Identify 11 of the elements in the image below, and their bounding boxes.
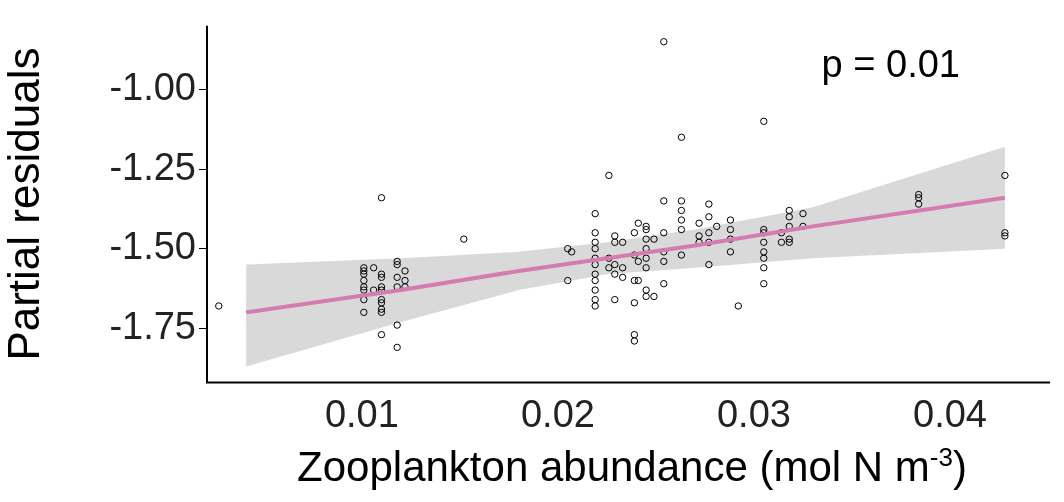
- y-tick-label: -1.50: [109, 225, 196, 268]
- annotation: p = 0.01: [821, 43, 960, 86]
- x-tick-label: 0.01: [324, 392, 399, 435]
- x-tick-label: 0.03: [716, 392, 791, 435]
- y-tick-label: -1.00: [109, 65, 196, 108]
- y-axis-title: Partial residuals: [0, 47, 48, 361]
- x-tick-label: 0.02: [520, 392, 595, 435]
- y-tick-label: -1.25: [109, 145, 196, 188]
- y-tick-label: -1.75: [109, 304, 196, 347]
- x-tick-label: 0.04: [913, 392, 987, 435]
- x-axis-title: Zooplankton abundance (mol N m$^{-3}$): [296, 442, 968, 491]
